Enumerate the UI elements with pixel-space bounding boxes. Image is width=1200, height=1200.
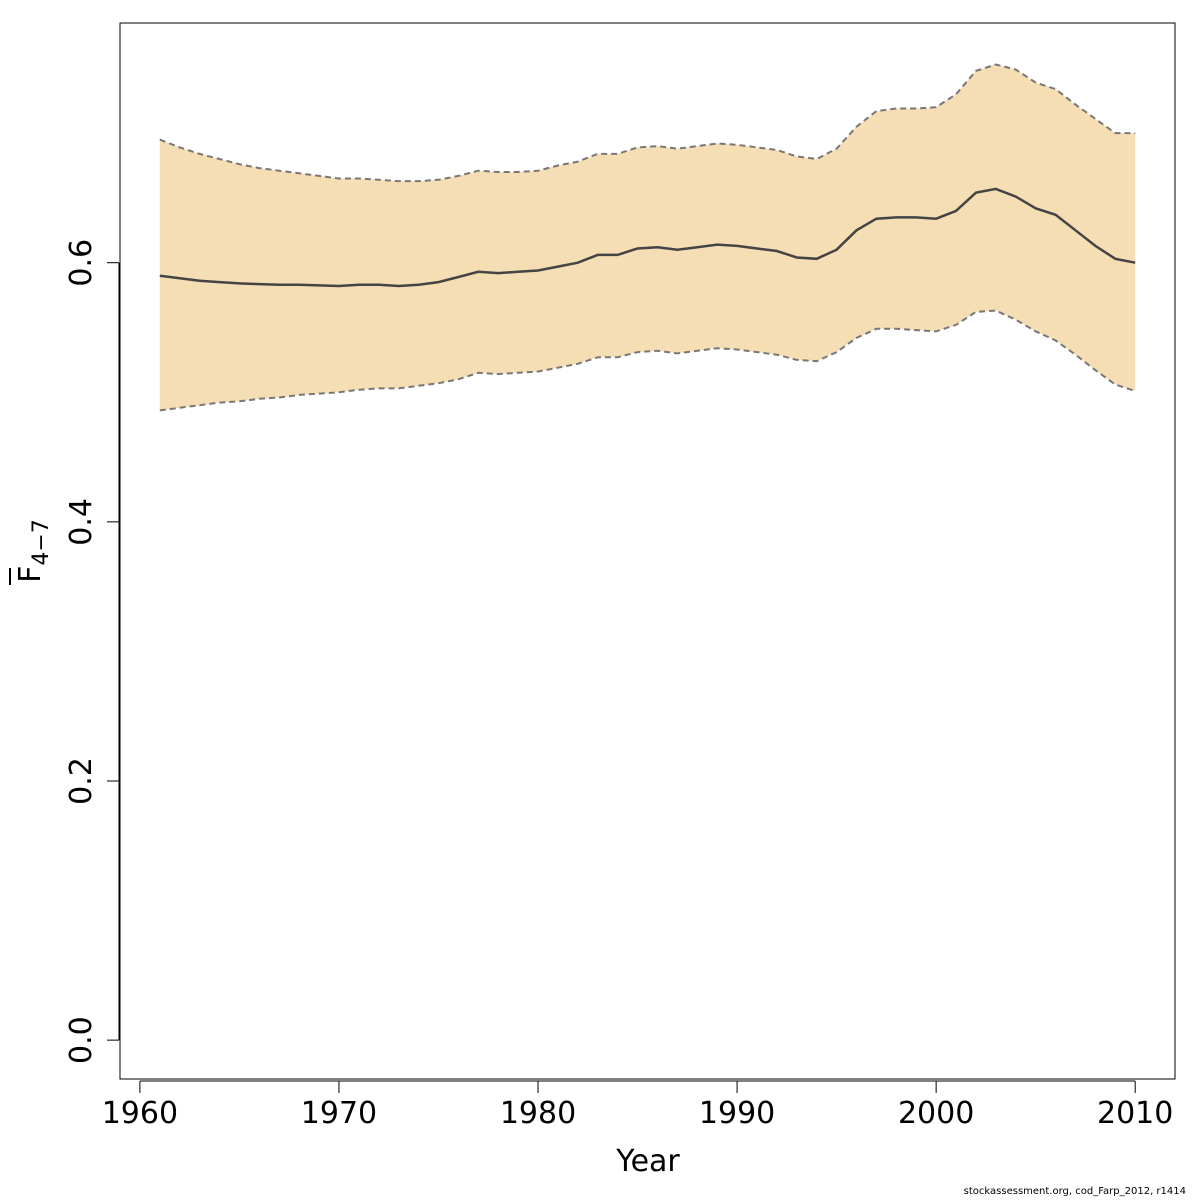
y-axis-title: F4−7 bbox=[9, 519, 54, 585]
plot-frame bbox=[119, 22, 1176, 1080]
upper-bound-line bbox=[159, 63, 1136, 183]
x-axis-title: Year bbox=[615, 1144, 680, 1179]
y-tick-label: 0.4 bbox=[64, 498, 99, 546]
plot-area bbox=[159, 63, 1136, 412]
y-tick-label: 0.6 bbox=[64, 239, 99, 287]
x-axis: 1960 1970 1980 1990 2000 2010 bbox=[102, 1080, 1173, 1131]
x-tick-label: 1970 bbox=[301, 1096, 377, 1131]
y-tick-label: 0.0 bbox=[64, 1016, 99, 1064]
x-tick-label: 1960 bbox=[102, 1096, 178, 1131]
y-axis-title-subscript: 4−7 bbox=[29, 519, 54, 565]
y-axis: 0.0 0.2 0.4 0.6 bbox=[64, 239, 120, 1064]
x-tick-label: 1990 bbox=[699, 1096, 775, 1131]
x-tick-label: 2000 bbox=[898, 1096, 974, 1131]
estimate-line bbox=[159, 187, 1136, 288]
y-axis-title-main: F bbox=[13, 566, 48, 583]
x-tick-label: 2010 bbox=[1097, 1096, 1173, 1131]
x-tick-label: 1980 bbox=[500, 1096, 576, 1131]
confidence-band bbox=[159, 64, 1136, 411]
lower-bound-line bbox=[159, 309, 1136, 412]
y-tick-label: 0.2 bbox=[64, 757, 99, 805]
footer-credit: stockassessment.org, cod_Farp_2012, r141… bbox=[963, 1186, 1186, 1197]
svg-text:F4−7: F4−7 bbox=[13, 519, 54, 583]
